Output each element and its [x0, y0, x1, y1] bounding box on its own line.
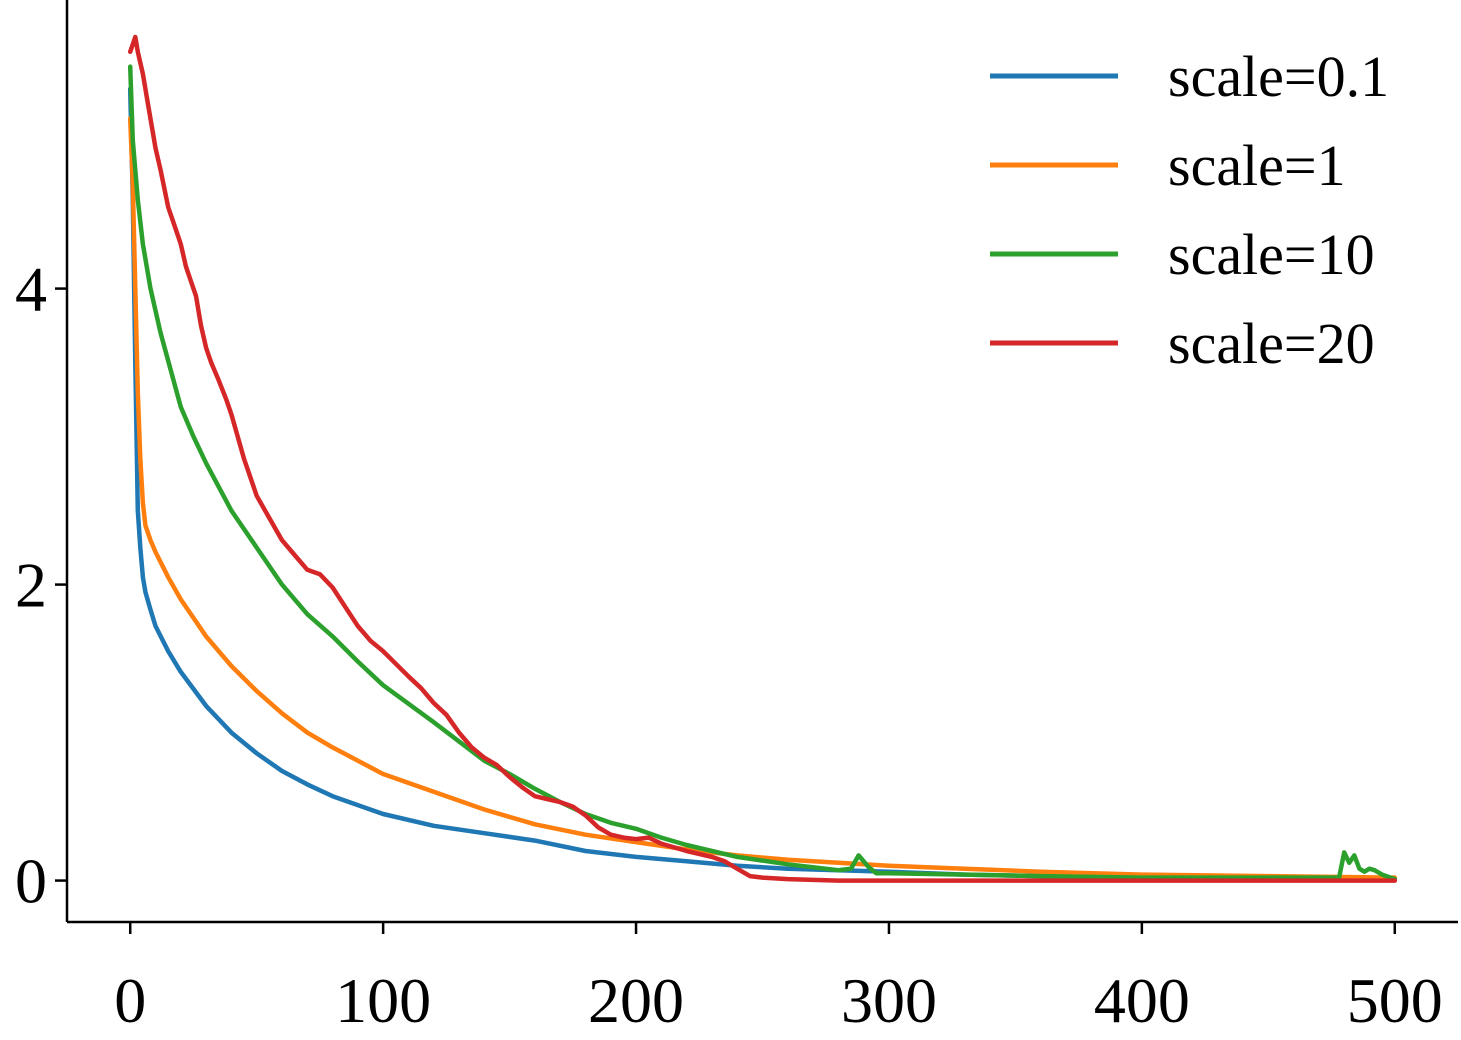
y-tick-label: 4: [15, 254, 47, 325]
x-tick-label: 200: [588, 965, 684, 1036]
y-tick-label: 2: [15, 550, 47, 621]
x-tick-label: 400: [1094, 965, 1190, 1036]
series-line-3: [127, 64, 1398, 882]
axes: [65, 0, 1458, 924]
legend: scale=0.1 scale=1 scale=10 scale=20: [990, 44, 1389, 376]
series-line-2: [127, 116, 1398, 880]
x-tick-label: 300: [841, 965, 937, 1036]
x-tick-label: 0: [114, 965, 146, 1036]
series-line-1: [127, 86, 1398, 882]
ticks: 0 100 200 300 400 500 0 2 4: [15, 254, 1443, 1036]
series-layer: [127, 34, 1398, 883]
legend-label: scale=0.1: [1168, 44, 1389, 109]
legend-label: scale=20: [1168, 311, 1375, 376]
legend-label: scale=10: [1168, 222, 1375, 287]
x-tick-label: 100: [335, 965, 431, 1036]
x-tick-label: 500: [1347, 965, 1443, 1036]
series-line-4: [127, 34, 1398, 883]
legend-label: scale=1: [1168, 133, 1346, 198]
y-tick-label: 0: [15, 846, 47, 917]
